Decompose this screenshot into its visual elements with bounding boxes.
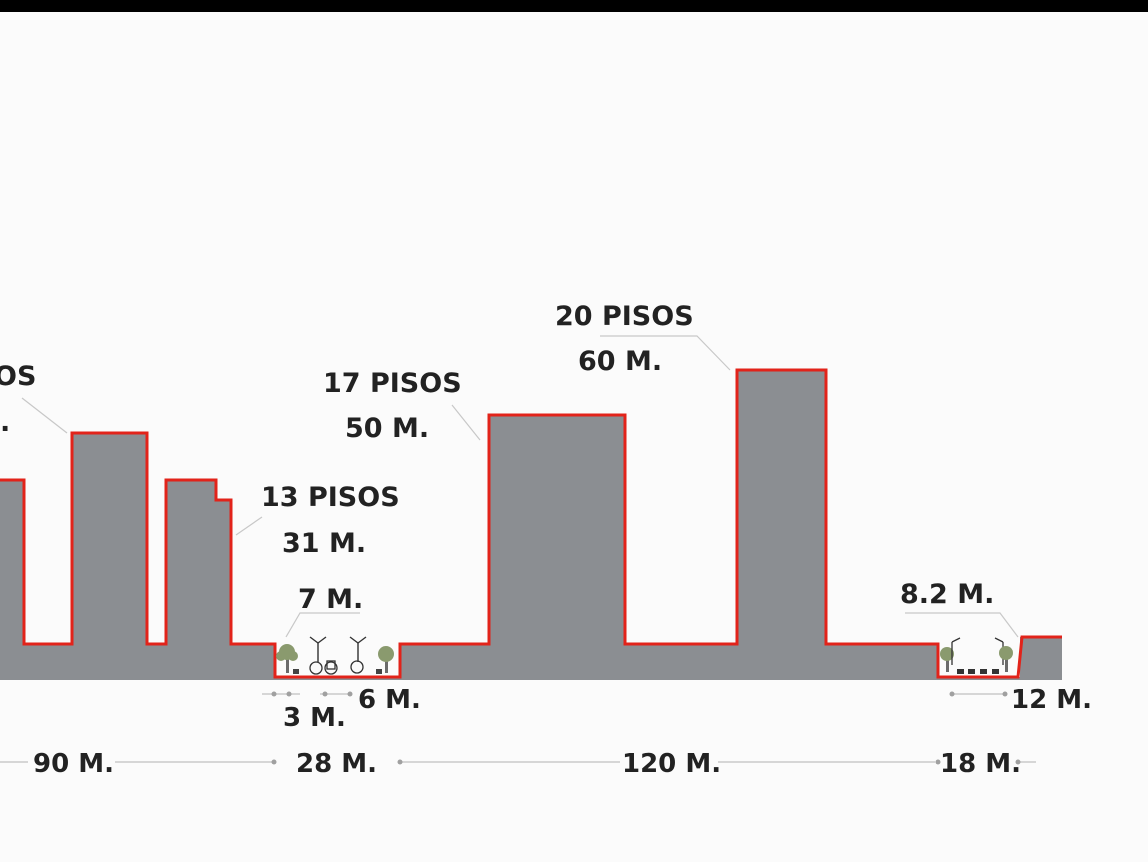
leader-line [600,335,731,371]
tree-icon [378,646,394,673]
leader-line [285,612,360,638]
street2-height-label: 8.2 M. [900,579,994,610]
top-black-bar [0,0,1148,12]
building-mass [0,370,1062,680]
sub-width-3-label: 3 M. [283,703,346,733]
b13-height-label: 31 M. [282,528,366,559]
dimension-lines [0,691,1036,765]
left-cut-floors-label: OS [0,361,36,392]
b17-floors-label: 17 PISOS [323,368,462,399]
streetlight-icon [951,637,1004,665]
width-28-label: 28 M. [296,749,377,779]
sub-width-6-label: 6 M. [358,685,421,715]
b17-height-label: 50 M. [345,413,429,444]
b20-floors-label: 20 PISOS [555,301,694,332]
leader-line [451,404,481,441]
leader-line [905,612,1019,638]
street1-height-label: 7 M. [298,584,363,615]
leader-line [21,397,68,434]
width-90-label: 90 M. [33,749,114,779]
width-18-label: 18 M. [940,749,1021,779]
cyclist-icon [309,660,338,675]
streetlight-icon [309,636,327,662]
pedestrian-icon [350,660,364,674]
street-1-furniture [276,636,394,675]
street-2-furniture [940,637,1013,674]
tree-icon [999,646,1013,672]
b20-height-label: 60 M. [578,346,662,377]
width-120-label: 120 M. [622,749,721,779]
height-profile-line [0,368,1062,679]
b13-floors-label: 13 PISOS [261,482,400,513]
streetlight-icon [349,636,367,662]
sub-width-12-label: 12 M. [1011,685,1092,715]
tree-icon [276,644,298,673]
tree-icon [940,647,954,672]
leader-line [235,516,263,536]
left-cut-height-label: . [0,407,10,438]
